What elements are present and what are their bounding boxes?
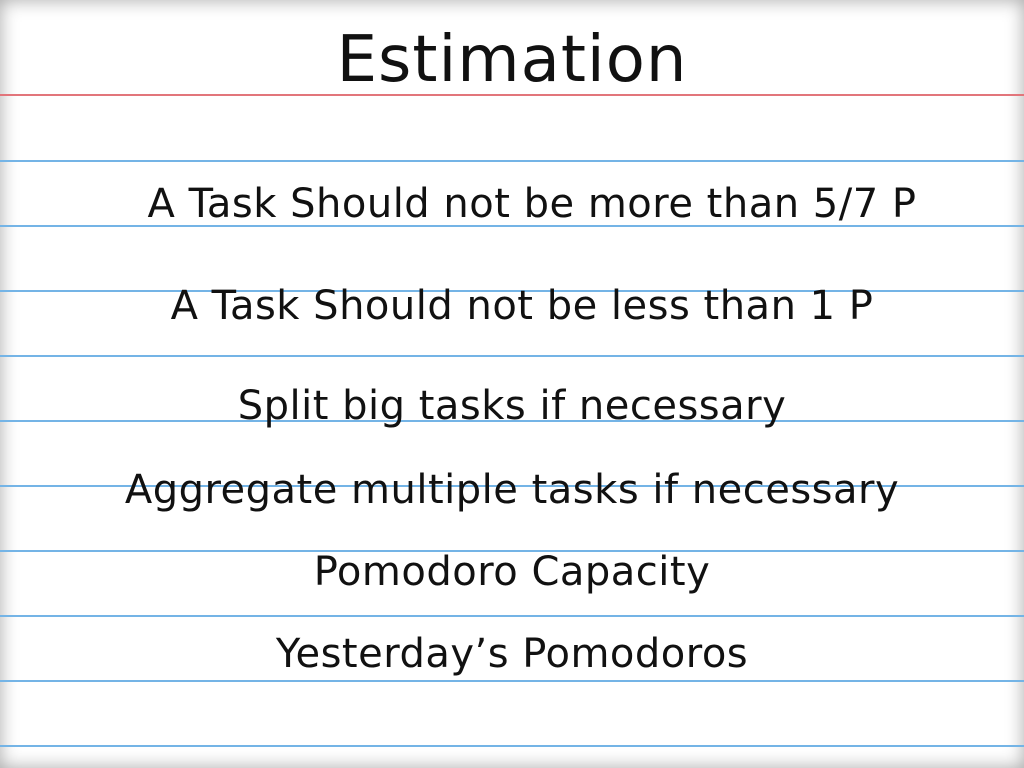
bullet-pomodoro-capacity: Pomodoro Capacity	[313, 549, 711, 595]
ruled-line	[0, 680, 1024, 682]
ruled-line	[0, 160, 1024, 162]
ruled-line	[0, 745, 1024, 747]
bullet-aggregate-tasks: Aggregate multiple tasks if necessary	[124, 467, 900, 513]
ruled-line	[0, 550, 1024, 552]
bullet-split-tasks: Split big tasks if necessary	[237, 383, 787, 429]
ruled-line	[0, 420, 1024, 422]
bullet-min-task-size: A Task Should not be less than 1 P	[170, 283, 874, 329]
ruled-line	[0, 615, 1024, 617]
ruled-line	[0, 290, 1024, 292]
ruled-line	[0, 355, 1024, 357]
bullet-max-task-size: A Task Should not be more than 5/7 P	[147, 181, 917, 227]
ruled-line	[0, 485, 1024, 487]
ruled-line	[0, 225, 1024, 227]
slide-title: Estimation	[336, 23, 688, 97]
red-header-line	[0, 94, 1024, 96]
bullet-yesterdays-pomodoros: Yesterday’s Pomodoros	[275, 631, 749, 677]
